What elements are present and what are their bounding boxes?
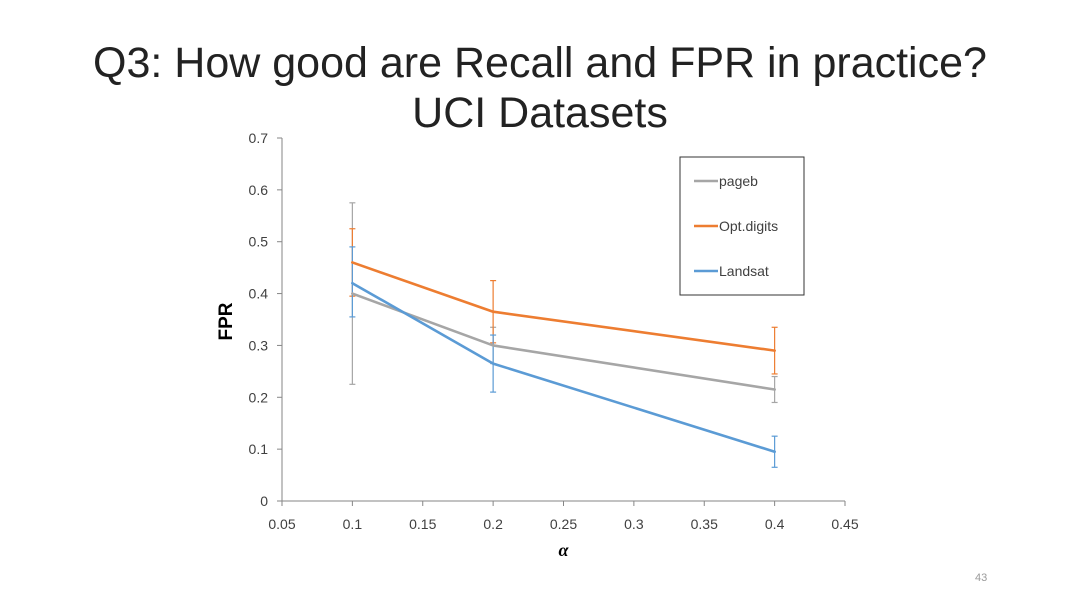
y-tick-label: 0.5 [249, 234, 269, 250]
legend-label: pageb [719, 173, 758, 189]
chart-axes: 0 0.1 0.2 0.3 0.4 0.5 0.6 0.7 0.05 0.1 0.15 0.2 0.25… [216, 130, 859, 560]
x-axis-label: α [559, 540, 570, 560]
y-axis-label: FPR [216, 302, 237, 340]
x-tick-label: 0.1 [343, 516, 363, 532]
x-tick-label: 0.05 [268, 516, 295, 532]
y-tick-label: 0.7 [249, 130, 269, 146]
y-tick-label: 0.3 [249, 337, 269, 353]
x-tick-label: 0.25 [550, 516, 577, 532]
chart-legend: pageb Opt.digits Landsat [679, 156, 805, 296]
x-tick-label: 0.15 [409, 516, 436, 532]
y-tick-label: 0 [260, 493, 268, 509]
data-point [773, 388, 776, 391]
series-line-landsat [351, 281, 776, 454]
y-tick-label: 0.2 [249, 389, 269, 405]
legend-label: Landsat [719, 263, 769, 279]
page-number: 43 [975, 572, 988, 584]
data-point [491, 362, 495, 365]
legend-label: Opt.digits [719, 218, 778, 234]
x-tick-label: 0.2 [483, 516, 503, 532]
x-tick-label: 0.45 [831, 516, 858, 532]
slide-title-line-1: Q3: How good are Recall and FPR in pract… [93, 39, 987, 87]
y-tick-label: 0.4 [249, 286, 269, 302]
data-point [491, 344, 495, 347]
x-tick-label: 0.4 [765, 516, 785, 532]
data-point [351, 282, 354, 285]
data-point [773, 349, 776, 352]
slide-title: Q3: How good are Recall and FPR in pract… [0, 38, 1080, 138]
data-point [351, 292, 354, 295]
x-tick-label: 0.3 [624, 516, 644, 532]
slide-title-line-2: UCI Datasets [412, 89, 668, 137]
data-point [351, 261, 354, 264]
x-tick-label: 0.35 [691, 516, 718, 532]
chart-series [351, 261, 776, 454]
data-point [491, 310, 495, 313]
y-tick-label: 0.6 [249, 182, 269, 198]
data-point [773, 450, 776, 453]
y-tick-label: 0.1 [249, 441, 269, 457]
